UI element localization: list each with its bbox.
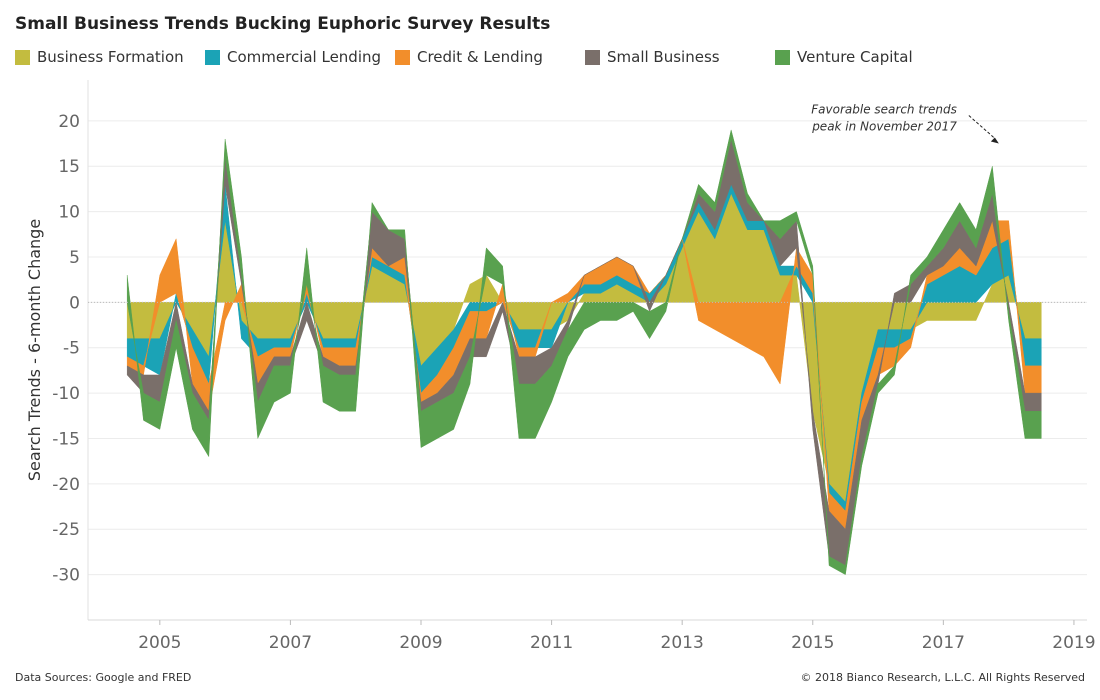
legend-swatch <box>775 49 790 65</box>
legend-item-credit-lending[interactable]: Credit & Lending <box>395 48 543 66</box>
area-venture-capital <box>126 129 1042 575</box>
y-tick-label: 10 <box>58 203 80 223</box>
x-tick-label: 2017 <box>922 633 965 653</box>
annotation-text: peak in November 2017 <box>811 120 957 134</box>
legend-item-venture-capital[interactable]: Venture Capital <box>775 48 913 66</box>
copyright: © 2018 Bianco Research, L.L.C. All Right… <box>800 671 1085 684</box>
annotation-arrowhead <box>990 137 999 144</box>
annotation-text: Favorable search trends <box>811 103 957 117</box>
legend-label: Small Business <box>607 48 720 66</box>
y-axis-label: Search Trends - 6-month Change <box>25 219 44 481</box>
legend-swatch <box>585 49 600 65</box>
legend-item-business-formation[interactable]: Business Formation <box>15 48 184 66</box>
legend-label: Venture Capital <box>797 48 913 66</box>
x-tick-label: 2015 <box>791 633 834 653</box>
x-tick-label: 2019 <box>1052 633 1095 653</box>
x-tick-label: 2013 <box>661 633 704 653</box>
legend-item-small-business[interactable]: Small Business <box>585 48 720 66</box>
legend-swatch <box>15 49 30 65</box>
legend: Business Formation Commercial Lending Cr… <box>15 48 1075 70</box>
legend-label: Credit & Lending <box>417 48 543 66</box>
legend-label: Commercial Lending <box>227 48 382 66</box>
annotation-arrow-line <box>968 115 995 138</box>
y-tick-label: 0 <box>69 293 80 313</box>
y-tick-label: -30 <box>52 566 80 586</box>
y-tick-label: 5 <box>69 248 80 268</box>
x-tick-label: 2011 <box>530 633 573 653</box>
x-tick-label: 2009 <box>399 633 442 653</box>
x-tick-label: 2005 <box>138 633 181 653</box>
legend-label: Business Formation <box>37 48 184 66</box>
y-tick-label: -15 <box>52 429 80 449</box>
data-sources: Data Sources: Google and FRED <box>15 671 192 684</box>
chart-title: Small Business Trends Bucking Euphoric S… <box>15 14 551 34</box>
legend-swatch <box>395 49 410 65</box>
y-tick-label: -10 <box>52 384 80 404</box>
y-tick-label: -25 <box>52 520 80 540</box>
x-tick-label: 2007 <box>269 633 312 653</box>
y-tick-label: 20 <box>58 112 80 132</box>
y-tick-label: 15 <box>58 157 80 177</box>
y-tick-label: -20 <box>52 475 80 495</box>
legend-item-commercial-lending[interactable]: Commercial Lending <box>205 48 381 66</box>
y-tick-label: -5 <box>63 339 80 359</box>
legend-swatch <box>205 49 220 65</box>
